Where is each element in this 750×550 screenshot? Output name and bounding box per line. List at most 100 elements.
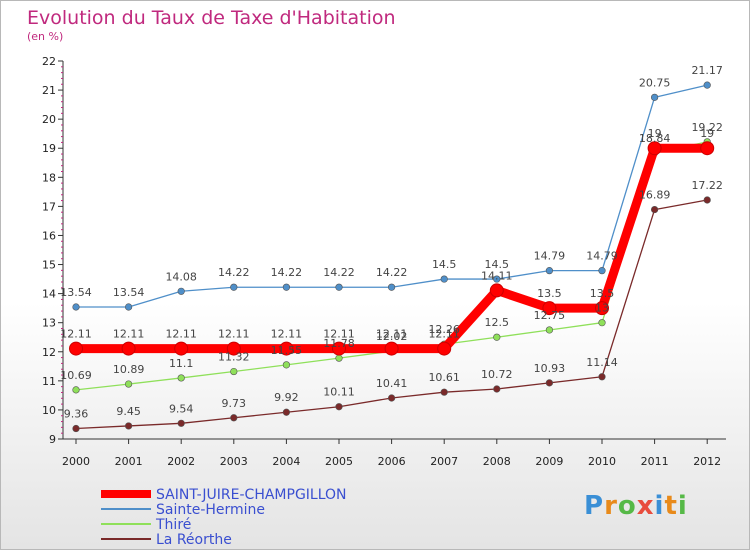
data-point (230, 283, 238, 291)
x-tick-label: 2001 (115, 455, 143, 468)
data-label: 10.89 (113, 363, 145, 376)
x-tick-label: 2004 (272, 455, 300, 468)
y-tick-label: 18 (42, 171, 56, 184)
data-point (440, 388, 448, 396)
y-tick-label: 19 (42, 142, 56, 155)
y-tick-label: 13 (42, 317, 56, 330)
data-label: 13.54 (113, 286, 145, 299)
data-point (703, 81, 711, 89)
data-point (335, 354, 343, 362)
x-tick-label: 2008 (483, 455, 511, 468)
y-tick-label: 15 (42, 259, 56, 272)
data-label: 11.32 (218, 351, 250, 364)
x-tick-label: 2005 (325, 455, 353, 468)
data-label: 14.5 (432, 258, 457, 271)
data-point (700, 141, 715, 156)
data-point (282, 283, 291, 291)
data-point (335, 403, 343, 411)
legend-label: Sainte-Hermine (156, 502, 265, 518)
data-point (489, 283, 504, 298)
data-point (124, 380, 133, 388)
data-label: 12.26 (428, 323, 460, 336)
data-label: 11.1 (169, 357, 194, 370)
data-point (72, 424, 80, 433)
x-tick-label: 2000 (62, 455, 90, 468)
data-label: 10.41 (376, 377, 408, 390)
y-tick-label: 17 (42, 200, 56, 213)
x-tick-label: 2010 (588, 455, 616, 468)
data-point (650, 205, 659, 214)
data-label: 14.08 (165, 270, 197, 283)
data-point (493, 333, 501, 341)
data-point (72, 303, 80, 311)
data-label: 12.11 (376, 328, 408, 341)
y-tick-label: 11 (42, 375, 56, 388)
data-point (493, 385, 501, 393)
data-point (598, 267, 606, 275)
data-point (124, 303, 133, 311)
y-tick-label: 16 (42, 229, 56, 242)
data-label: 13.54 (60, 286, 92, 299)
data-label: 14.11 (481, 269, 513, 282)
data-point (542, 301, 557, 316)
data-point (230, 414, 238, 422)
data-label: 19 (648, 127, 662, 140)
data-point (437, 341, 452, 356)
y-tick-label: 20 (42, 113, 56, 126)
data-point (124, 422, 133, 430)
y-tick-label: 10 (42, 404, 56, 417)
data-label: 13 (595, 302, 609, 315)
y-tick-label: 22 (42, 55, 56, 68)
data-label: 12.02 (376, 330, 408, 343)
data-point (282, 408, 291, 416)
data-label: 10.61 (428, 371, 460, 384)
data-point (335, 283, 343, 291)
data-point (384, 341, 399, 356)
x-tick-label: 2009 (535, 455, 563, 468)
chart-subtitle: (en %) (27, 30, 64, 43)
data-point (703, 196, 711, 204)
data-point (647, 141, 662, 156)
x-tick-label: 2006 (378, 455, 406, 468)
data-label: 11.14 (586, 356, 618, 369)
data-label: 14.22 (271, 266, 303, 279)
data-label: 14.5 (485, 258, 510, 271)
data-point (282, 361, 291, 369)
data-label: 14.22 (323, 266, 355, 279)
proxiti-logo: Proxiti (584, 491, 688, 521)
data-label: 12.11 (271, 328, 303, 341)
legend-label: Thiré (155, 517, 191, 533)
data-label: 19 (700, 127, 714, 140)
data-label: 9.54 (169, 402, 194, 415)
data-point (493, 275, 501, 283)
data-point (177, 374, 185, 382)
x-tick-label: 2002 (167, 455, 195, 468)
data-point (650, 93, 659, 101)
data-point (230, 367, 238, 376)
legend-label: La Réorthe (156, 532, 232, 548)
data-label: 11.55 (271, 344, 303, 357)
data-label: 14.22 (376, 266, 408, 279)
series-line (76, 143, 708, 354)
data-point (545, 326, 554, 334)
data-label: 12.11 (60, 328, 92, 341)
data-label: 14.22 (218, 266, 250, 279)
data-label: 13.5 (590, 287, 615, 300)
data-point (69, 341, 83, 356)
data-label: 9.45 (116, 405, 141, 418)
y-tick-label: 12 (42, 346, 56, 359)
y-tick-label: 21 (42, 84, 56, 97)
data-label: 12.11 (165, 328, 197, 341)
data-label: 16.89 (639, 189, 671, 202)
data-point (440, 275, 448, 283)
data-point (226, 341, 241, 356)
data-label: 10.72 (481, 368, 513, 381)
data-label: 14.79 (534, 250, 566, 263)
data-point (545, 379, 554, 387)
data-label: 21.17 (691, 64, 723, 77)
data-label: 19.22 (691, 121, 723, 134)
data-point (388, 394, 396, 402)
data-label: 20.75 (639, 76, 671, 89)
